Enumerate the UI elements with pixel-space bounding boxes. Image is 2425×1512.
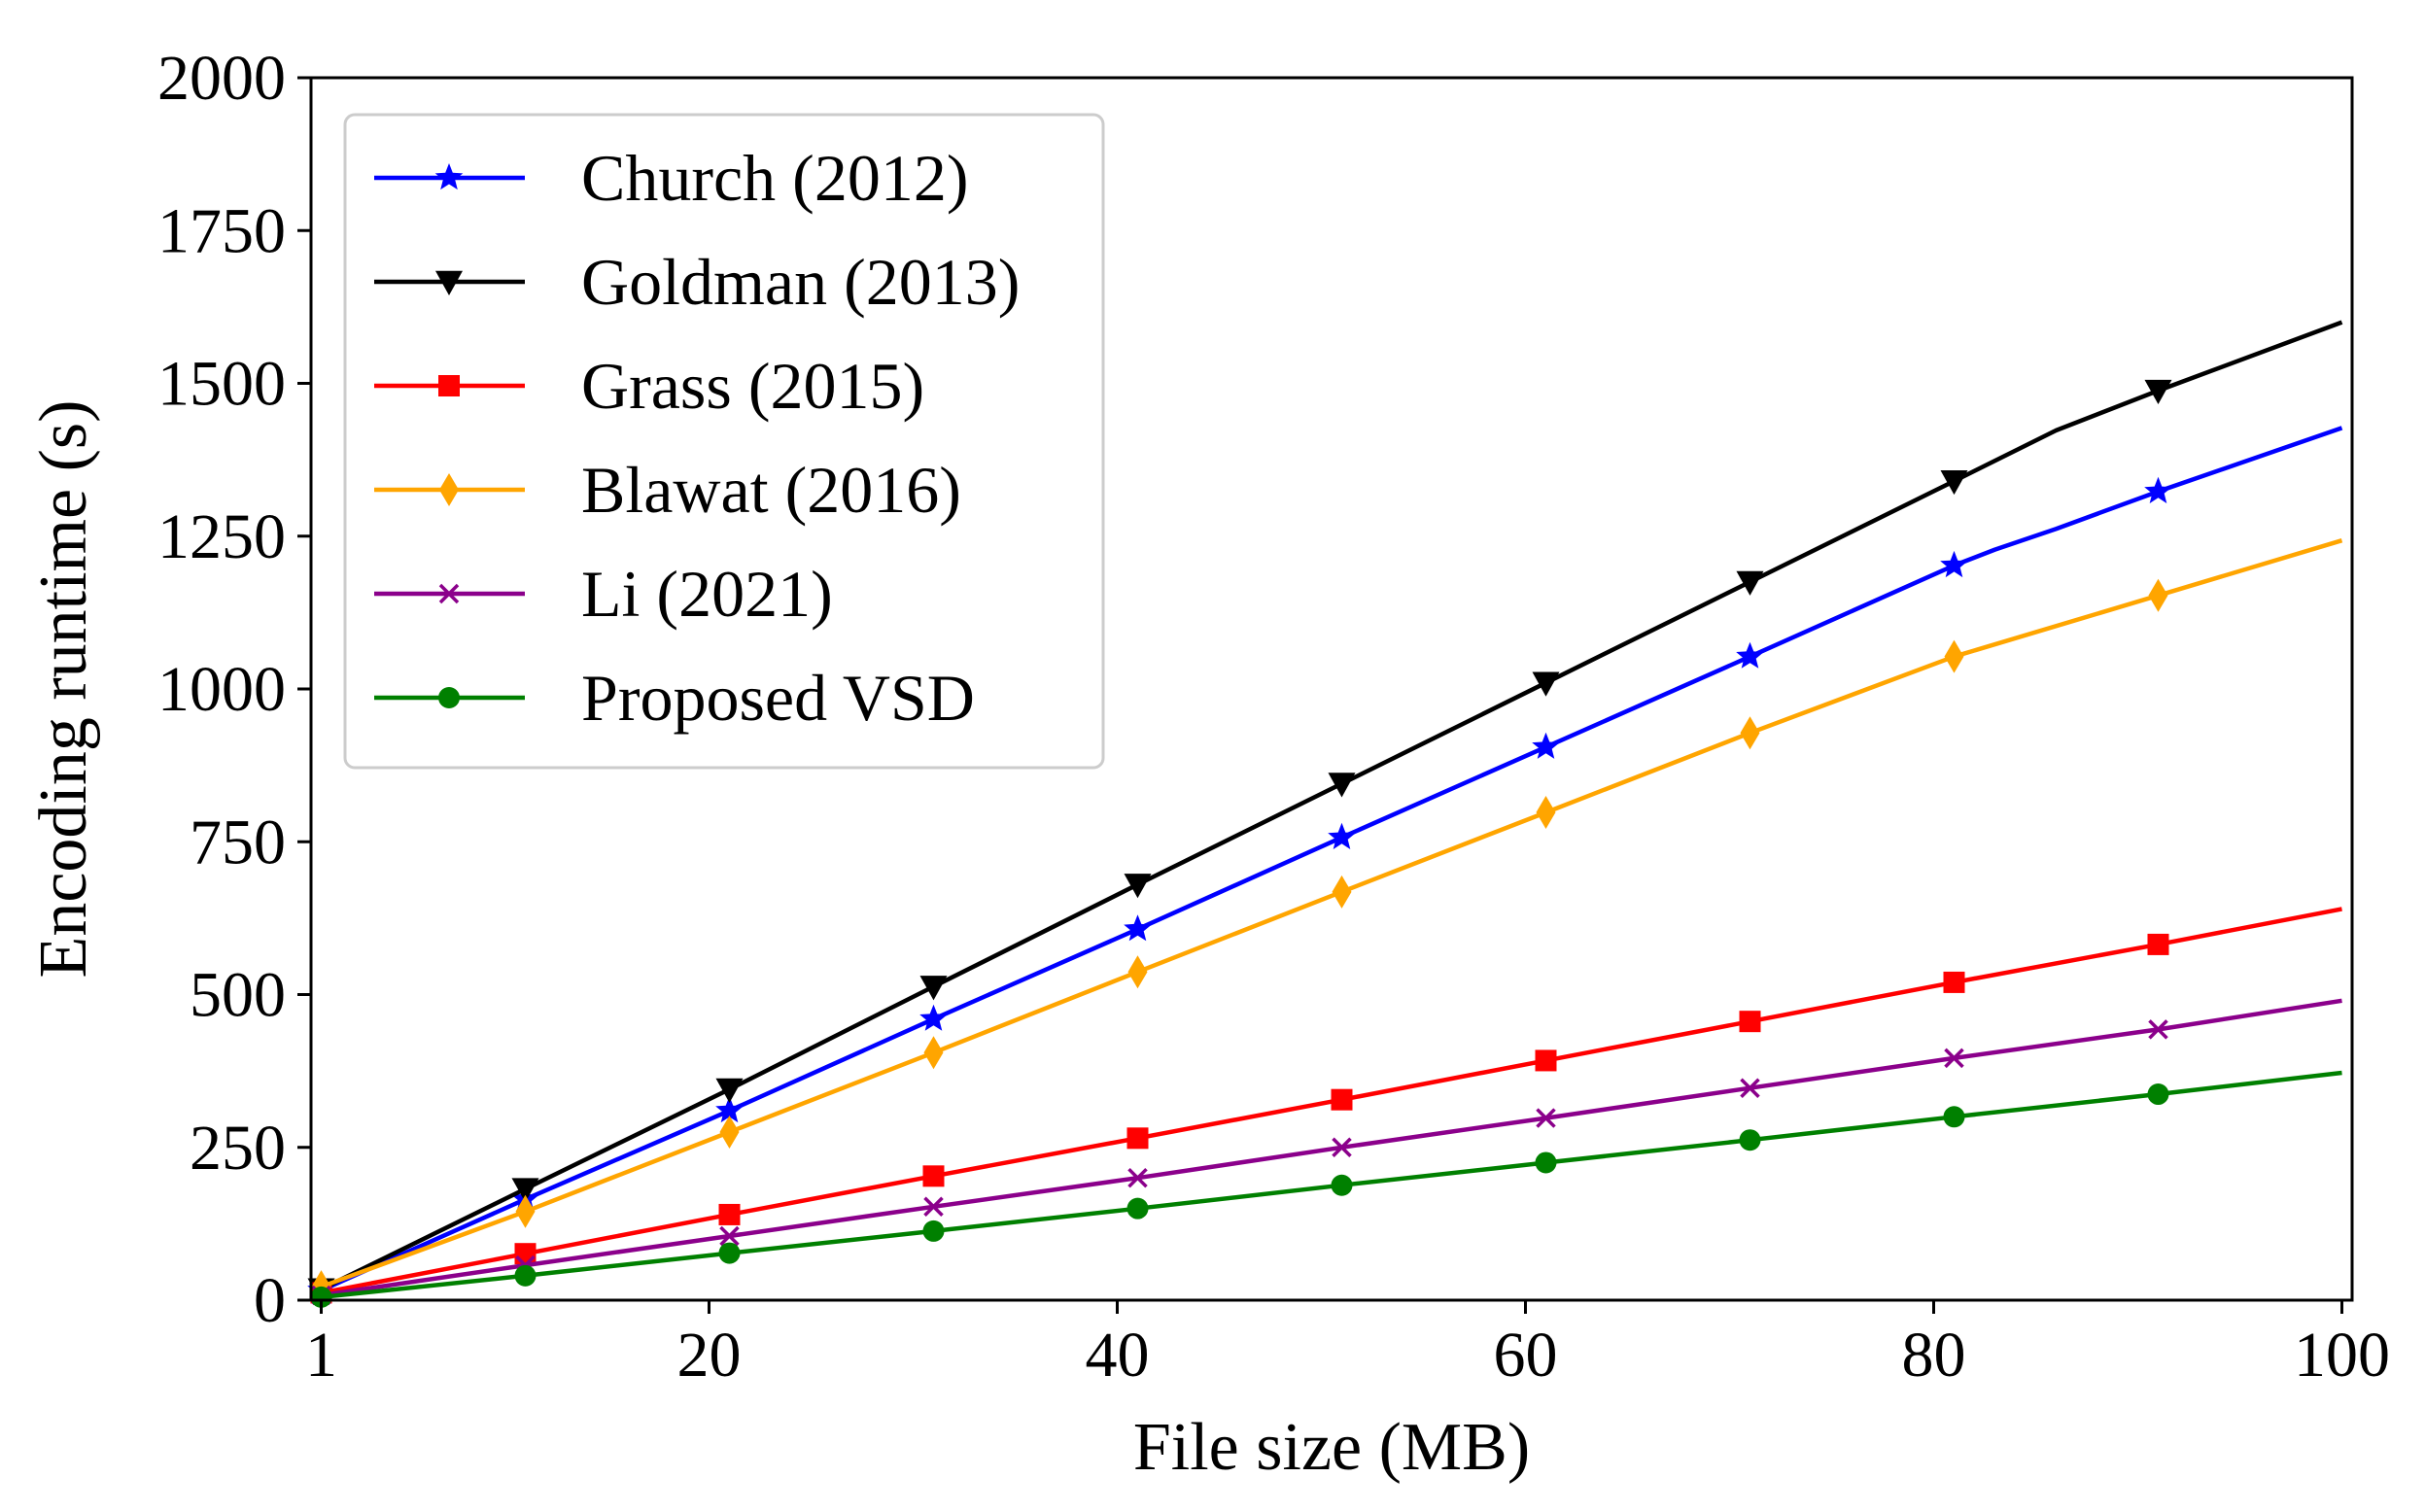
data-point bbox=[1943, 971, 1965, 993]
data-point bbox=[1328, 773, 1356, 798]
data-point bbox=[1126, 1127, 1149, 1150]
y-tick-label: 750 bbox=[190, 807, 286, 877]
x-tick-label: 60 bbox=[1494, 1320, 1558, 1391]
legend-label: Goldman (2013) bbox=[581, 245, 1020, 319]
data-point bbox=[923, 1036, 944, 1070]
data-point bbox=[1331, 1088, 1353, 1111]
series-layer bbox=[307, 320, 2343, 1308]
data-point bbox=[1532, 671, 1560, 697]
data-point bbox=[719, 1225, 740, 1247]
data-point bbox=[2148, 578, 2168, 612]
legend-item-0: Church (2012) bbox=[374, 141, 968, 215]
data-point bbox=[919, 1004, 948, 1031]
legend-marker bbox=[435, 270, 463, 295]
data-point bbox=[2148, 1019, 2168, 1040]
data-point bbox=[1739, 1011, 1761, 1033]
y-tick-label: 1250 bbox=[157, 501, 286, 572]
legend-label: Proposed VSD bbox=[581, 661, 975, 735]
x-axis: 1 20 40 60 80 100 bbox=[305, 1300, 2390, 1391]
data-point bbox=[1739, 1129, 1761, 1151]
data-point bbox=[1536, 1108, 1556, 1128]
data-point bbox=[2144, 476, 2172, 503]
data-point bbox=[1740, 716, 1760, 750]
data-point bbox=[1127, 955, 1148, 989]
data-point bbox=[1940, 550, 1968, 578]
y-tick-label: 0 bbox=[254, 1265, 286, 1336]
data-point bbox=[923, 1196, 944, 1217]
y-tick-label: 1750 bbox=[157, 195, 286, 266]
data-point bbox=[1124, 914, 1152, 942]
legend: Church (2012) Goldman (2013) Grass (2015) B… bbox=[343, 113, 1105, 770]
data-point bbox=[1124, 874, 1152, 899]
data-point bbox=[715, 1078, 744, 1103]
data-point bbox=[718, 1203, 741, 1225]
series-line-1 bbox=[320, 320, 2343, 1291]
data-point bbox=[514, 1243, 537, 1265]
data-point bbox=[1944, 639, 1964, 673]
y-tick-label: 1000 bbox=[157, 654, 286, 725]
data-point bbox=[715, 1096, 744, 1123]
series-1 bbox=[307, 320, 2343, 1303]
legend-item-5: Proposed VSD bbox=[374, 661, 975, 735]
y-tick-label: 2000 bbox=[157, 43, 286, 114]
data-point bbox=[1740, 1078, 1760, 1098]
x-tick-label: 40 bbox=[1086, 1320, 1150, 1391]
legend-item-2: Grass (2015) bbox=[374, 349, 924, 423]
data-point bbox=[922, 1220, 945, 1242]
legend-item-4: Li (2021) bbox=[374, 557, 833, 631]
data-point bbox=[1736, 570, 1764, 596]
legend-label: Li (2021) bbox=[581, 557, 833, 631]
y-tick-label: 1500 bbox=[157, 349, 286, 420]
data-point bbox=[1328, 822, 1356, 849]
data-point bbox=[2147, 933, 2169, 955]
legend-marker bbox=[438, 583, 460, 604]
data-point bbox=[1535, 1151, 1557, 1174]
series-3 bbox=[311, 538, 2343, 1304]
x-tick-label: 20 bbox=[677, 1320, 742, 1391]
legend-label: Grass (2015) bbox=[581, 349, 924, 423]
x-tick-label: 100 bbox=[2294, 1320, 2390, 1391]
data-point bbox=[1536, 796, 1556, 830]
data-point bbox=[1332, 875, 1352, 909]
data-point bbox=[1126, 1197, 1149, 1220]
y-axis: 0 250 500 750 1000 1250 1500 1750 2000 bbox=[157, 43, 311, 1336]
data-point bbox=[2144, 379, 2172, 405]
data-point bbox=[1535, 1049, 1557, 1072]
data-point bbox=[2147, 1083, 2169, 1106]
legend-marker bbox=[439, 473, 459, 506]
data-point bbox=[1127, 1167, 1148, 1188]
data-point bbox=[514, 1264, 537, 1287]
data-point bbox=[719, 1116, 740, 1150]
legend-marker bbox=[438, 687, 460, 708]
data-point bbox=[718, 1242, 741, 1264]
data-point bbox=[1736, 641, 1764, 669]
y-tick-label: 500 bbox=[190, 960, 286, 1031]
x-axis-title: File size (MB) bbox=[1133, 1410, 1530, 1485]
y-tick-label: 250 bbox=[190, 1113, 286, 1184]
legend-marker bbox=[438, 375, 460, 396]
data-point bbox=[310, 1286, 332, 1308]
legend-item-1: Goldman (2013) bbox=[374, 245, 1020, 319]
data-point bbox=[511, 1178, 539, 1203]
data-point bbox=[1940, 469, 1968, 496]
legend-frame bbox=[343, 113, 1105, 770]
x-tick-label: 80 bbox=[1902, 1320, 1966, 1391]
legend-label: Blawat (2016) bbox=[581, 453, 961, 527]
data-point bbox=[1532, 732, 1560, 759]
data-point bbox=[919, 976, 948, 1001]
series-5 bbox=[310, 1070, 2342, 1308]
legend-label: Church (2012) bbox=[581, 141, 968, 215]
data-point bbox=[1331, 1174, 1353, 1196]
data-point bbox=[1944, 1048, 1964, 1069]
data-point bbox=[1943, 1106, 1965, 1128]
data-point bbox=[1332, 1137, 1352, 1157]
data-point bbox=[515, 1194, 536, 1228]
series-2 bbox=[310, 907, 2342, 1304]
y-axis-title: Encoding runtime (s) bbox=[26, 400, 101, 979]
legend-item-3: Blawat (2016) bbox=[374, 453, 961, 527]
data-point bbox=[922, 1165, 945, 1187]
x-tick-label: 1 bbox=[305, 1320, 337, 1391]
legend-marker bbox=[434, 163, 464, 190]
